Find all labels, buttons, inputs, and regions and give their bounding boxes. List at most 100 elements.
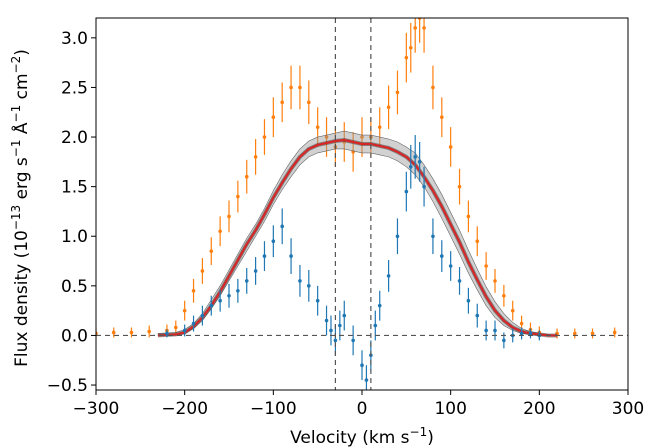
y-axis-label-sup: −2	[9, 56, 23, 74]
data-point-orange	[200, 269, 205, 273]
data-point-orange	[298, 85, 302, 90]
x-tick-label: −200	[161, 399, 208, 419]
data-point-orange	[111, 330, 116, 335]
data-point-blue	[519, 331, 524, 336]
data-point-orange	[440, 115, 444, 119]
y-axis-label-sup: −1	[9, 140, 23, 158]
x-axis-label-sup: −1	[410, 425, 428, 439]
data-point-orange	[612, 330, 617, 335]
data-point-blue	[440, 254, 444, 258]
data-point-orange	[262, 135, 267, 139]
data-point-blue	[324, 318, 329, 323]
data-point-orange	[360, 135, 364, 139]
data-point-blue	[182, 328, 187, 333]
data-point-orange	[386, 105, 391, 110]
x-tick-label: −300	[73, 399, 120, 419]
y-tick-label: 2.0	[61, 128, 88, 148]
data-point-blue	[200, 313, 205, 318]
data-point-orange	[519, 321, 524, 326]
data-point-blue	[307, 284, 311, 288]
data-point-orange	[466, 214, 471, 219]
data-point-blue	[271, 239, 276, 243]
data-point-blue	[351, 338, 355, 343]
y-axis-label-text: cm	[12, 73, 32, 104]
data-point-blue	[395, 234, 400, 239]
data-point-blue	[404, 189, 409, 194]
data-point-blue	[475, 313, 480, 318]
data-point-blue	[431, 234, 435, 239]
y-axis-label-text: erg s	[12, 157, 32, 205]
data-point-orange	[289, 85, 293, 90]
data-point-orange	[484, 264, 488, 268]
data-point-orange	[457, 184, 462, 189]
data-point-blue	[280, 224, 285, 229]
data-point-orange	[209, 249, 214, 253]
data-point-orange	[253, 155, 258, 159]
data-point-orange	[448, 145, 453, 149]
data-point-blue	[417, 160, 422, 164]
data-point-blue	[315, 298, 320, 303]
data-point-orange	[147, 329, 151, 334]
x-tick-label: 300	[612, 399, 644, 419]
data-point-blue	[165, 331, 169, 336]
y-tick-label: −0.5	[47, 376, 88, 396]
y-axis-label-text: Å	[10, 122, 32, 139]
y-tick-label: 2.5	[61, 78, 88, 98]
x-axis-label-end: )	[427, 428, 434, 448]
data-point-blue	[502, 338, 506, 343]
data-point-blue	[360, 363, 364, 368]
data-point-blue	[209, 303, 214, 308]
axes: −300 −200 −100 0 100 200 300 −0.5 0.0 0.5 1.0 1.5 2.…	[9, 17, 644, 448]
data-point-orange	[431, 85, 435, 90]
data-point-blue	[191, 321, 196, 326]
data-point-orange	[404, 55, 409, 60]
data-point-blue	[298, 279, 302, 283]
data-point-orange	[182, 308, 187, 313]
data-point-blue	[422, 184, 426, 189]
data-point-blue	[289, 254, 293, 258]
y-axis-label: Flux density (10−13 erg s−1 Å−1 cm−2)	[9, 49, 32, 367]
data-point-orange	[395, 90, 400, 95]
data-point-blue	[528, 331, 533, 336]
data-point-blue	[466, 298, 471, 303]
data-point-blue	[227, 293, 231, 298]
data-point-orange	[590, 331, 595, 336]
data-point-blue	[413, 155, 418, 159]
data-point-orange	[422, 26, 426, 30]
data-point-blue	[333, 338, 338, 343]
model-uncertainty-band	[157, 130, 558, 336]
x-axis-label: Velocity (km s−1)	[290, 425, 434, 448]
y-axis-label-sup: −13	[9, 205, 23, 230]
data-point-blue	[253, 269, 258, 273]
data-point-blue	[484, 328, 488, 333]
data-point-orange	[377, 125, 382, 129]
data-point-blue	[377, 303, 382, 308]
data-point-orange	[493, 279, 497, 283]
data-point-orange	[502, 293, 506, 298]
data-point-blue	[329, 328, 333, 333]
data-point-orange	[271, 115, 276, 119]
data-point-orange	[236, 194, 240, 199]
data-point-blue	[244, 279, 249, 283]
y-tick-label: 3.0	[61, 29, 88, 49]
y-tick-label: 1.0	[61, 227, 88, 247]
x-tick-label: −100	[250, 399, 297, 419]
data-point-orange	[174, 325, 178, 330]
data-point-orange	[315, 125, 320, 129]
data-point-orange	[307, 100, 311, 105]
y-axis-label-sup: −1	[9, 105, 23, 123]
data-point-blue	[218, 298, 222, 303]
data-point-orange	[573, 331, 577, 336]
data-point-blue	[457, 279, 462, 283]
y-tick-label: 1.5	[61, 178, 88, 198]
data-point-blue	[364, 378, 369, 382]
y-tick-label: 0.0	[61, 326, 88, 346]
data-point-orange	[475, 239, 480, 243]
x-tick-label: 100	[434, 399, 466, 419]
data-point-orange	[324, 135, 329, 139]
data-point-orange	[510, 308, 515, 313]
y-axis-label-text: )	[12, 49, 32, 56]
data-point-blue	[408, 165, 413, 169]
x-tick-label: 0	[357, 399, 368, 419]
data-point-blue	[262, 254, 267, 258]
